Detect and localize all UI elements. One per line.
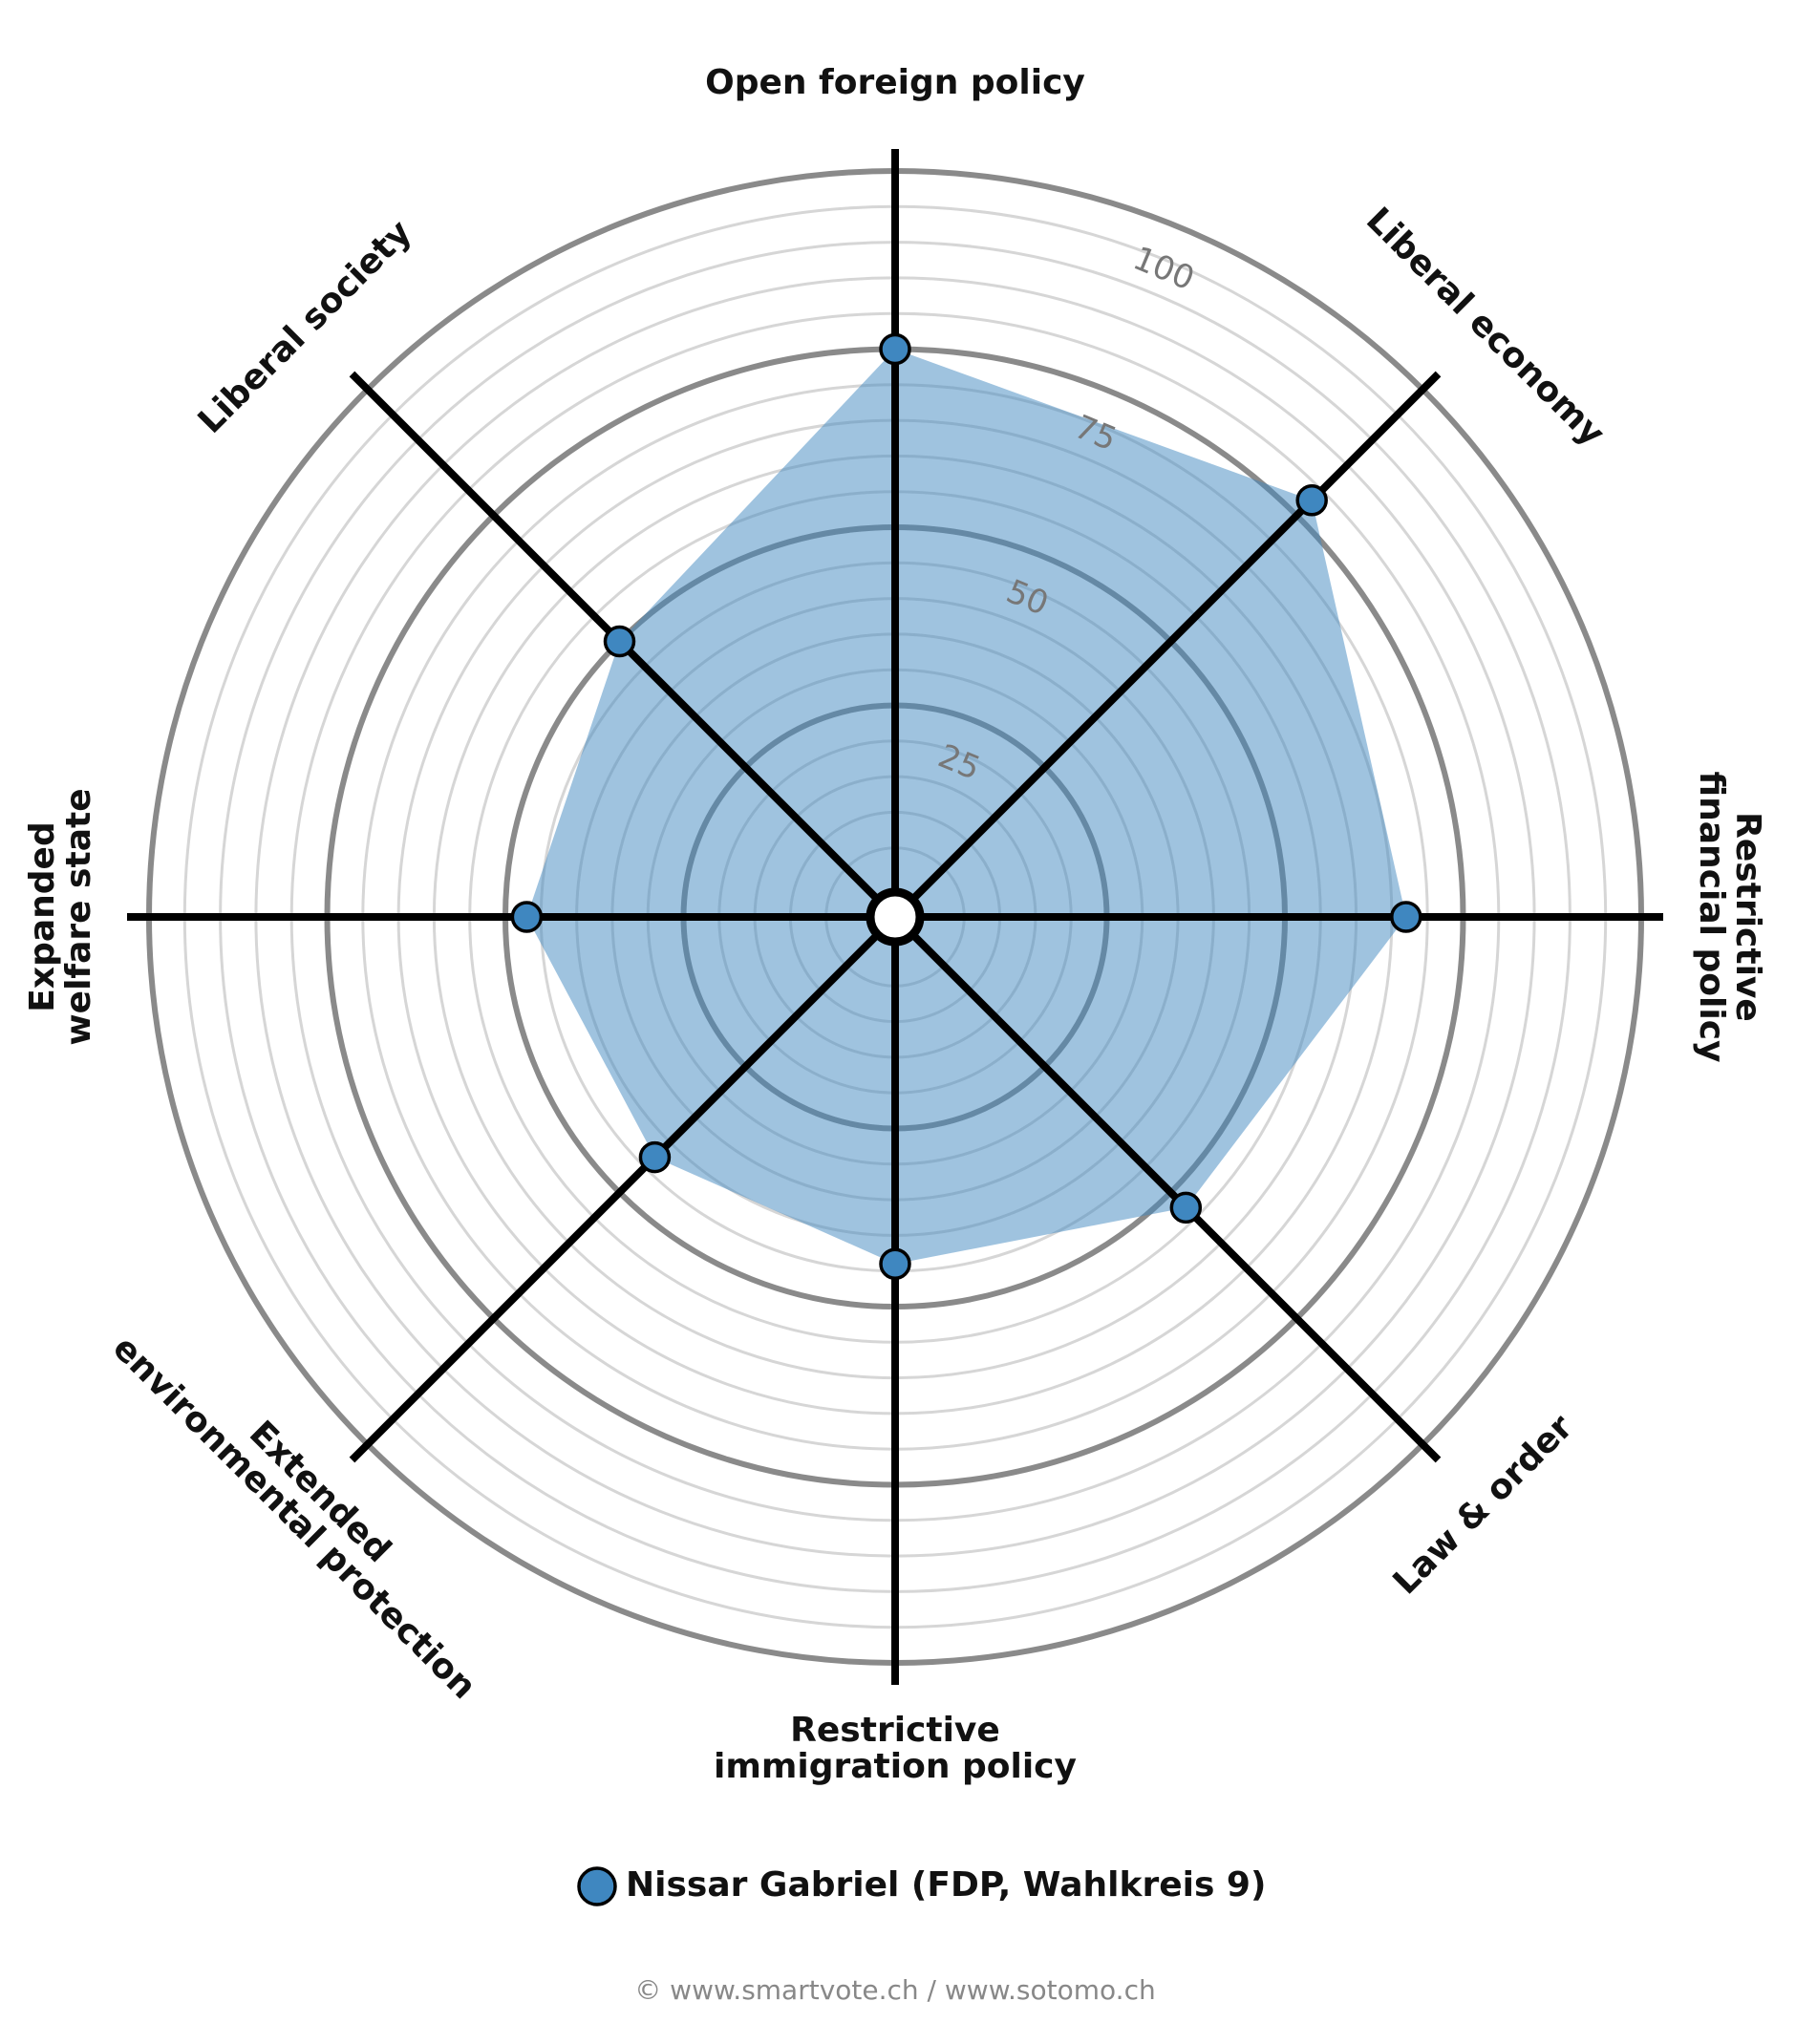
axis-line [349, 914, 898, 1463]
axis-label-line: welfare state [59, 788, 98, 1045]
axis-label-line: Restrictive [790, 1711, 1000, 1750]
axis-label-line: Restrictive [1728, 812, 1767, 1022]
axis-label-line: financial policy [1692, 771, 1731, 1062]
axis-label: Expandedwelfare state [23, 788, 98, 1045]
data-point [510, 901, 544, 933]
axis-label: Restrictivefinancial policy [1692, 771, 1767, 1062]
data-point [638, 1140, 672, 1174]
axis-label-line: Expanded [23, 821, 62, 1011]
axis-label-line: immigration policy [714, 1747, 1077, 1786]
legend-marker [577, 1866, 617, 1906]
data-point [879, 332, 911, 366]
axis-line [892, 371, 1442, 920]
data-point [879, 1247, 911, 1280]
data-point [1390, 901, 1422, 933]
axis-line [892, 914, 1442, 1463]
data-point [603, 625, 636, 658]
r-tick-label: 100 [1127, 240, 1199, 299]
data-point [1169, 1191, 1203, 1224]
radar-area [526, 349, 1406, 1265]
legend-label: Nissar Gabriel (FDP, Wahlkreis 9) [626, 1865, 1266, 1905]
axis-label: Restrictive immigration policy [714, 1711, 1077, 1786]
data-point [1295, 484, 1328, 517]
footer: © www.smartvote.ch / www.sotomo.ch [634, 1974, 1155, 2006]
axis-label: Open foreign policy [705, 63, 1085, 102]
center-hole [866, 887, 925, 947]
axis-label-line: Open foreign policy [705, 63, 1085, 102]
